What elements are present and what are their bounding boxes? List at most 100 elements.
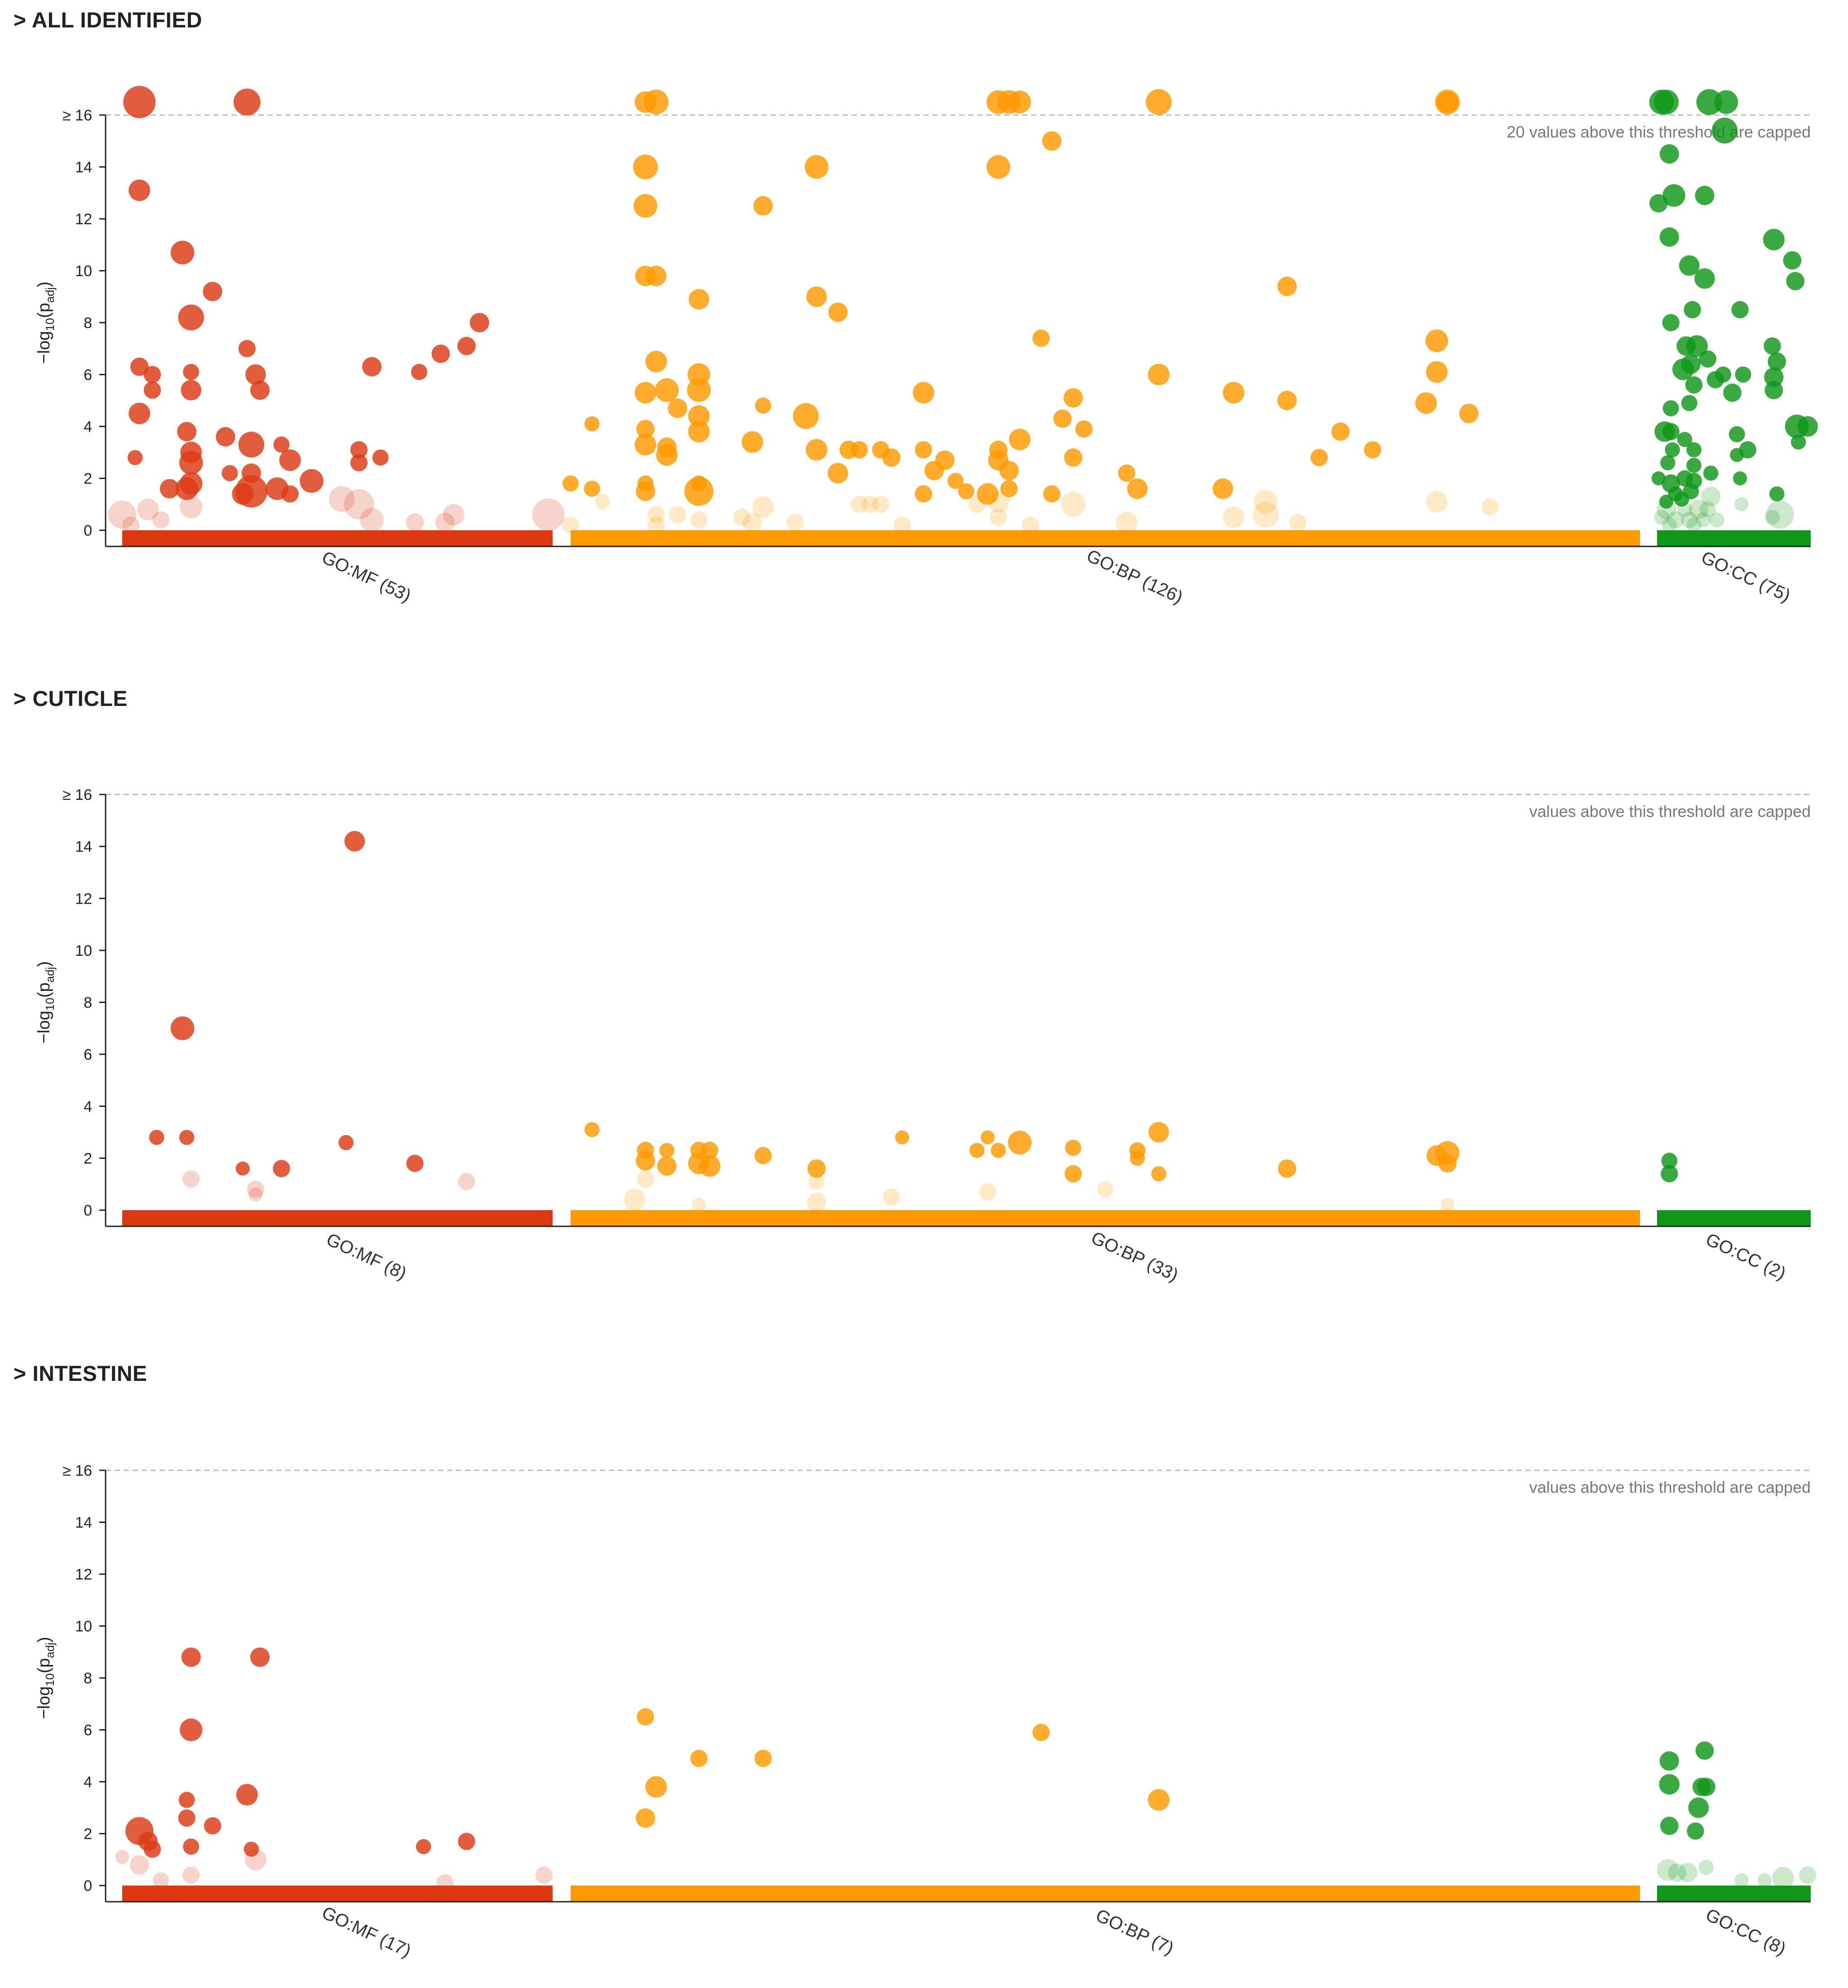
data-point xyxy=(828,463,848,484)
data-point xyxy=(1696,89,1723,115)
data-point xyxy=(328,486,355,512)
y-tick-label: 12 xyxy=(75,211,92,228)
y-axis-label-part: ) xyxy=(35,961,53,967)
data-point xyxy=(1277,390,1297,410)
y-tick-label: 12 xyxy=(75,890,92,907)
data-point xyxy=(988,491,1009,513)
category-bar-go-mf xyxy=(122,530,553,546)
data-point xyxy=(179,451,203,475)
data-point xyxy=(1223,506,1245,528)
data-point xyxy=(828,302,848,322)
data-point xyxy=(273,436,290,453)
y-tick-label: 4 xyxy=(84,1774,92,1791)
data-point xyxy=(1685,376,1703,394)
data-point xyxy=(634,382,656,404)
data-point xyxy=(406,1154,424,1172)
data-point xyxy=(1659,144,1679,164)
data-point xyxy=(752,496,774,518)
data-point xyxy=(1426,361,1448,383)
data-point xyxy=(244,1842,259,1857)
data-point xyxy=(123,86,156,119)
data-point xyxy=(250,1647,270,1667)
data-point xyxy=(786,514,804,531)
data-point xyxy=(563,475,579,492)
data-point xyxy=(584,416,600,432)
data-point xyxy=(1735,366,1751,383)
y-tick-label: 0 xyxy=(84,1202,92,1219)
category-label-go-mf: GO:MF (53) xyxy=(319,547,414,606)
y-axis-label-part: ) xyxy=(35,1637,53,1643)
data-point xyxy=(1706,371,1724,389)
data-point xyxy=(969,1143,985,1158)
data-point xyxy=(1289,514,1307,531)
data-point xyxy=(968,496,986,513)
data-point xyxy=(688,289,709,310)
data-point xyxy=(1043,485,1061,503)
data-point xyxy=(160,479,179,499)
data-point xyxy=(851,441,868,459)
data-point xyxy=(733,508,751,526)
data-point xyxy=(1278,1159,1297,1178)
data-point xyxy=(180,495,203,519)
data-point xyxy=(1310,449,1328,466)
data-point xyxy=(1331,422,1350,441)
data-point xyxy=(247,1180,265,1198)
data-point xyxy=(980,1130,995,1145)
data-point xyxy=(216,427,235,447)
category-label-go-cc: GO:CC (75) xyxy=(1698,547,1794,606)
data-point xyxy=(1065,1140,1081,1156)
data-point xyxy=(457,337,476,355)
data-point xyxy=(1042,131,1062,151)
data-point xyxy=(1425,329,1448,352)
data-point xyxy=(1148,364,1170,386)
y-tick-label: 8 xyxy=(84,1670,92,1687)
data-point xyxy=(535,1866,553,1884)
data-point xyxy=(1440,1198,1455,1212)
data-point xyxy=(350,454,368,472)
data-point xyxy=(279,449,301,471)
data-point xyxy=(149,1130,164,1145)
data-point xyxy=(1763,229,1785,251)
data-point xyxy=(344,831,365,852)
data-point xyxy=(1695,186,1715,205)
data-point xyxy=(1033,329,1050,347)
y-tick-label: 4 xyxy=(84,418,92,435)
data-point xyxy=(1677,432,1693,447)
data-point xyxy=(181,380,202,400)
data-point xyxy=(1075,420,1093,438)
data-point xyxy=(360,508,384,532)
y-tick-label: 2 xyxy=(84,470,92,488)
data-point xyxy=(1660,1816,1679,1835)
data-point xyxy=(986,155,1010,179)
data-point xyxy=(882,1188,900,1206)
data-point xyxy=(1730,448,1744,462)
data-point xyxy=(458,1173,475,1190)
data-point xyxy=(532,498,565,531)
data-point xyxy=(637,1708,654,1726)
data-point xyxy=(1148,1789,1170,1811)
data-point xyxy=(1668,1863,1686,1882)
data-point xyxy=(699,1155,721,1177)
data-point xyxy=(895,1130,909,1145)
cap-note: 20 values above this threshold are cappe… xyxy=(1507,123,1811,141)
data-point xyxy=(182,1866,200,1884)
data-point xyxy=(436,1874,454,1892)
y-tick-label: ≥ 16 xyxy=(62,786,92,803)
data-point xyxy=(913,382,935,404)
category-label-go-cc: GO:CC (2) xyxy=(1703,1229,1789,1284)
y-axis-label-part: −log xyxy=(35,331,53,364)
data-point xyxy=(989,508,1007,526)
data-point xyxy=(655,378,679,402)
data-point xyxy=(1678,1863,1697,1882)
data-point xyxy=(470,313,489,333)
data-point xyxy=(416,1839,431,1855)
cap-note: values above this threshold are capped xyxy=(1529,802,1811,821)
data-point xyxy=(1703,466,1719,481)
y-tick-label: 4 xyxy=(84,1098,92,1115)
data-point xyxy=(235,1161,250,1176)
data-point xyxy=(1660,455,1675,470)
data-point xyxy=(1364,441,1382,459)
data-point xyxy=(806,286,827,307)
y-axis-label-part: ) xyxy=(35,282,53,288)
y-axis-label-part: (p xyxy=(35,1658,53,1673)
